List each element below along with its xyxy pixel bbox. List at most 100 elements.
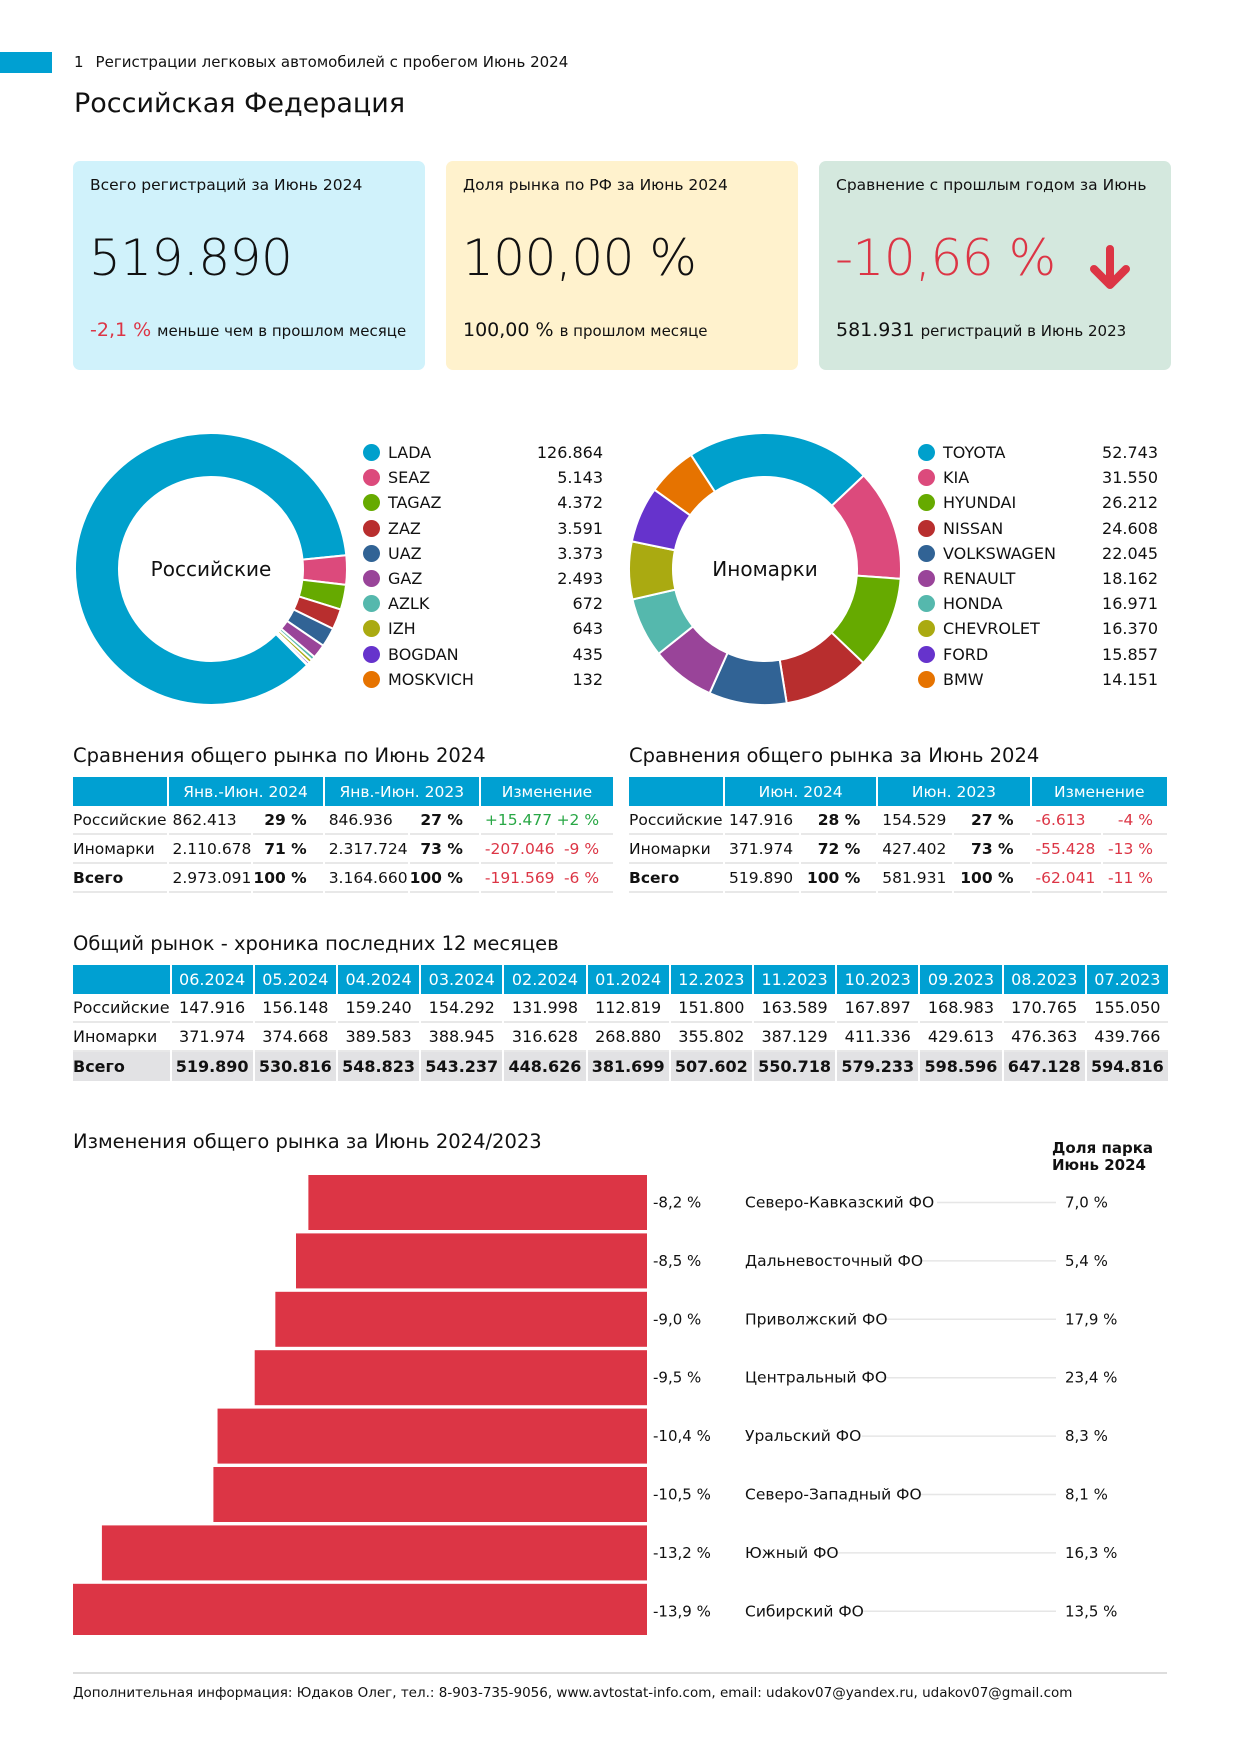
legend-dot-icon xyxy=(363,544,380,562)
value-previous: 3.164.660 xyxy=(324,864,408,893)
bar xyxy=(295,1233,647,1289)
legend-label: HYUNDAI xyxy=(943,493,1017,513)
legend-dot-icon xyxy=(363,645,380,663)
legend-dot-icon xyxy=(363,620,380,638)
legend-value: 126.864 xyxy=(536,443,603,463)
change-value: -207.046 xyxy=(480,835,555,864)
share-current: 72 % xyxy=(801,835,877,864)
fleet-share-header-line1: Доля парка xyxy=(1052,1139,1154,1157)
legend-value: 18.162 xyxy=(1102,569,1158,589)
table-cell: 550.718 xyxy=(753,1052,836,1081)
compare-ytd-title: Сравнения общего рынка по Июнь 2024 xyxy=(73,744,486,767)
legend-label: VOLKSWAGEN xyxy=(943,543,1056,563)
table-cell: 388.945 xyxy=(421,1023,503,1052)
category-label-bg xyxy=(741,1365,881,1390)
legend-dot-icon xyxy=(918,444,935,462)
table-row: Иномарки 371.974 72 % 427.402 73 % -55.428 -13… xyxy=(629,835,1167,864)
share-previous: 73 % xyxy=(409,835,479,864)
legend-item: IZH 643 xyxy=(363,616,603,641)
bar xyxy=(254,1350,647,1406)
compare-month-table: Июн. 2024 Июн. 2023 Изменение Российские 147… xyxy=(627,777,1169,893)
bar xyxy=(275,1291,647,1347)
bar-value-label: -9,5 % xyxy=(653,1369,701,1387)
legend-dot-icon xyxy=(918,670,935,688)
table-cell: 268.880 xyxy=(587,1023,669,1052)
legend-dot-icon xyxy=(363,595,380,613)
donut-slice-bmw xyxy=(653,453,717,517)
table-cell: 168.983 xyxy=(920,994,1002,1023)
change-percent: -11 % xyxy=(1102,864,1167,893)
legend-item: KIA 31.550 xyxy=(918,465,1158,490)
month-header: 05.2024 xyxy=(254,965,336,994)
row-label: Иномарки xyxy=(629,835,723,864)
category-label-bg xyxy=(741,1599,862,1624)
legend-item: TOYOTA 52.743 xyxy=(918,440,1158,465)
kpi-sub-value: -2,1 % xyxy=(90,319,152,341)
fleet-share-header: Доля парка Июнь 2024 xyxy=(1052,1140,1153,1174)
legend-item: ZAZ 3.591 xyxy=(363,516,603,541)
legend-item: VOLKSWAGEN 22.045 xyxy=(918,541,1158,566)
legend-value: 3.591 xyxy=(557,518,603,538)
legend-item: FORD 15.857 xyxy=(918,642,1158,667)
donut-center-label: Иномарки xyxy=(712,557,818,581)
bar-value-label: -10,4 % xyxy=(653,1427,711,1445)
kpi-sub: 581.931 регистраций в Июнь 2023 xyxy=(836,319,1126,341)
kpi-sub-text: регистраций в Июнь 2023 xyxy=(920,322,1127,340)
category-label: Приволжский ФО xyxy=(745,1310,888,1328)
legend-dot-icon xyxy=(363,519,380,537)
donut-foreign: Иномарки xyxy=(620,424,910,714)
table-cell: 170.765 xyxy=(1003,994,1085,1023)
month-header: 01.2024 xyxy=(587,965,669,994)
value-current: 147.916 xyxy=(725,806,799,835)
column-header: Изменение xyxy=(480,777,614,806)
table-cell: 156.148 xyxy=(254,994,336,1023)
bar-value-label: -13,2 % xyxy=(653,1544,711,1562)
kpi-card-total: Всего регистраций за Июнь 2024 519.890 -… xyxy=(73,161,425,370)
fleet-share-value: 8,1 % xyxy=(1065,1486,1108,1504)
table-row: Всего 519.890 100 % 581.931 100 % -62.041 -11 … xyxy=(629,864,1167,893)
table-row: Российские 147.916 28 % 154.529 27 % -6.613 -4… xyxy=(629,806,1167,835)
legend-value: 5.143 xyxy=(557,468,603,488)
legend-dot-icon xyxy=(918,494,935,512)
legend-item: CHEVROLET 16.370 xyxy=(918,616,1158,641)
table-cell: 530.816 xyxy=(254,1052,336,1081)
header-blank xyxy=(73,965,170,994)
table-cell: 411.336 xyxy=(837,1023,919,1052)
bar-value-label: -8,5 % xyxy=(653,1252,701,1270)
column-header: Изменение xyxy=(1031,777,1167,806)
legend-label: KIA xyxy=(943,468,970,488)
region-bar-chart: -8,2 % Северо-Кавказский ФО 7,0 % -8,5 % Дал… xyxy=(73,1175,1117,1635)
legend-item: BOGDAN 435 xyxy=(363,642,603,667)
legend-value: 672 xyxy=(572,594,603,614)
kpi-value: -10,66 % xyxy=(835,229,1056,287)
legend-value: 15.857 xyxy=(1102,644,1158,664)
history-title: Общий рынок - хроника последних 12 месяц… xyxy=(73,932,559,955)
legend-dot-icon xyxy=(918,519,935,537)
legend-item: SEAZ 5.143 xyxy=(363,465,603,490)
month-header: 07.2023 xyxy=(1086,965,1168,994)
legend-russian: LADA 126.864 SEAZ 5.143 TAGAZ 4.372 ZAZ 3.591 UA… xyxy=(363,440,603,692)
legend-item: TAGAZ 4.372 xyxy=(363,490,603,515)
kpi-sub: 100,00 % в прошлом месяце xyxy=(463,319,708,341)
legend-dot-icon xyxy=(363,670,380,688)
legend-dot-icon xyxy=(918,595,935,613)
value-previous: 2.317.724 xyxy=(324,835,408,864)
table-cell: 647.128 xyxy=(1003,1052,1085,1081)
table-cell: 151.800 xyxy=(670,994,752,1023)
table-cell: 579.233 xyxy=(837,1052,919,1081)
value-previous: 154.529 xyxy=(878,806,953,835)
row-label: Всего xyxy=(73,864,167,893)
table-row: Российские 147.916 156.148 159.240 154.292 13… xyxy=(73,994,1168,1023)
table-cell: 154.292 xyxy=(421,994,503,1023)
fleet-share-value: 8,3 % xyxy=(1065,1427,1108,1445)
kpi-sub-value: 100,00 % xyxy=(463,319,554,341)
table-cell: 476.363 xyxy=(1003,1023,1085,1052)
value-current: 371.974 xyxy=(725,835,799,864)
bar xyxy=(217,1408,647,1464)
value-current: 2.973.091 xyxy=(168,864,252,893)
category-label-bg xyxy=(741,1482,919,1507)
legend-item: RENAULT 18.162 xyxy=(918,566,1158,591)
share-previous: 27 % xyxy=(954,806,1030,835)
donut-chart-foreign xyxy=(628,432,902,706)
kpi-value: 519.890 xyxy=(89,229,293,287)
